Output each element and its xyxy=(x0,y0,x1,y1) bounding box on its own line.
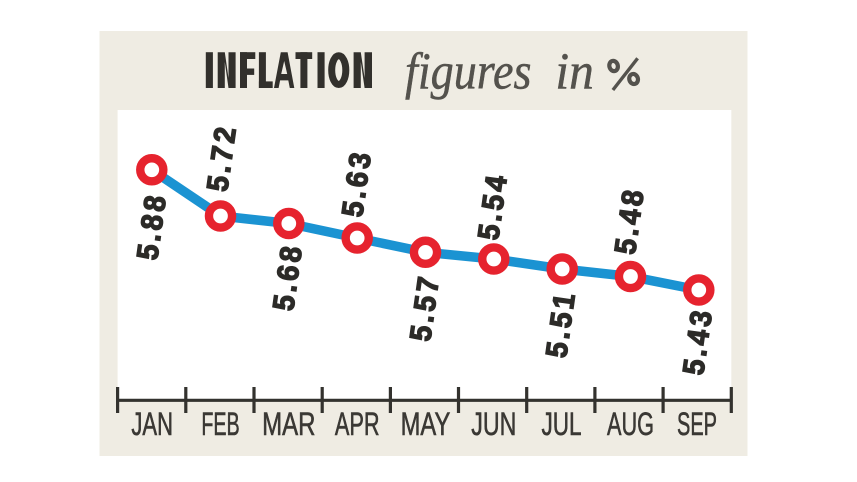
svg-text:MAR: MAR xyxy=(262,406,315,442)
svg-text:APR: APR xyxy=(335,406,380,442)
svg-text:MAY: MAY xyxy=(401,405,451,441)
svg-text:SEP: SEP xyxy=(677,406,717,442)
svg-text:figures: figures xyxy=(405,42,532,100)
svg-text:FEB: FEB xyxy=(201,406,239,442)
svg-text:in: in xyxy=(555,42,593,99)
svg-text:JUN: JUN xyxy=(471,406,516,441)
svg-text:JUL: JUL xyxy=(541,406,581,442)
svg-text:JAN: JAN xyxy=(131,406,173,442)
svg-text:AUG: AUG xyxy=(607,406,654,442)
svg-text:5.57: 5.57 xyxy=(404,272,446,344)
